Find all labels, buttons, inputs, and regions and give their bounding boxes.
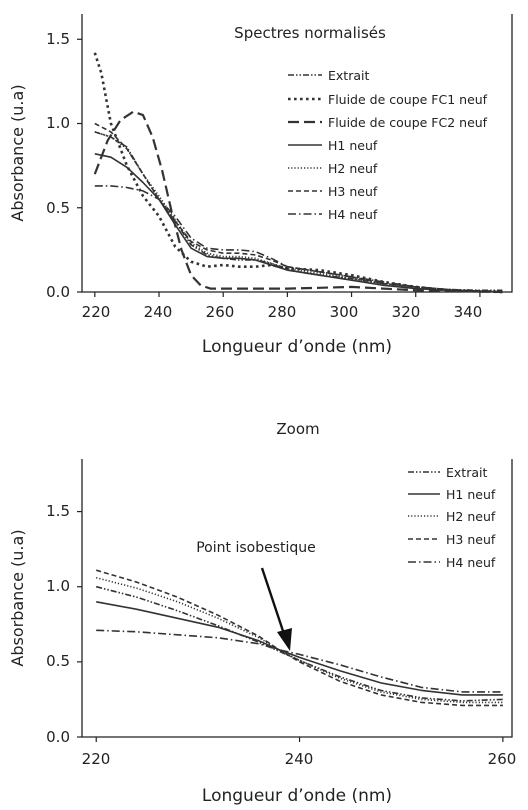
x-tick-label: 220 — [82, 750, 111, 768]
y-tick-label: 0.0 — [46, 283, 70, 301]
y-tick-label: 1.0 — [46, 577, 70, 595]
y-tick-label: 0.0 — [46, 728, 70, 746]
legend-label-fc1: Fluide de coupe FC1 neuf — [328, 92, 488, 107]
legend-label-h2: H2 neuf — [328, 161, 378, 176]
legend-label-h4: H4 neuf — [446, 555, 496, 570]
chart-title: Zoom — [276, 420, 319, 438]
legend-label-fc2: Fluide de coupe FC2 neuf — [328, 115, 488, 130]
legend: Extrait Fluide de coupe FC1 neuf Fluide … — [288, 68, 488, 222]
series-line-extrait — [94, 131, 503, 292]
legend-label-h2: H2 neuf — [446, 509, 496, 524]
chart-zoom: Zoom 0.0 0.5 1.0 1.5 220 240 260 Longueu… — [8, 420, 516, 806]
x-axis-label: Longueur d’onde (nm) — [202, 786, 392, 806]
series-layer — [93, 52, 503, 294]
y-tick-label: 1.5 — [46, 30, 70, 48]
y-tick-label: 0.5 — [46, 652, 70, 670]
x-tick-label: 300 — [330, 303, 359, 321]
legend-label-h1: H1 neuf — [328, 138, 378, 153]
series-line-extrait — [96, 585, 503, 702]
series-line-h3-neuf — [95, 569, 503, 707]
series-line-h1-neuf — [96, 601, 503, 696]
plot-frame — [81, 14, 513, 293]
series-line-h2-neuf — [96, 576, 503, 704]
x-tick-label: 240 — [144, 303, 173, 321]
series-line-h4-neuf — [94, 185, 503, 293]
x-tick-label: 260 — [206, 303, 235, 321]
legend-label-h3: H3 neuf — [446, 532, 496, 547]
legend-label-extrait: Extrait — [446, 465, 487, 480]
legend: Extrait H1 neuf H2 neuf H3 neuf H4 neuf — [408, 465, 496, 570]
x-axis-label: Longueur d’onde (nm) — [202, 337, 392, 357]
series-layer — [95, 569, 503, 707]
x-tick-label: 260 — [488, 750, 517, 768]
legend-label-extrait: Extrait — [328, 68, 369, 83]
axis-ticks — [77, 38, 481, 297]
y-axis-label: Absorbance (u.a) — [8, 84, 27, 221]
chart-spectres-normalises: Spectres normalisés 0.0 0.5 1.0 1.5 220 … — [8, 14, 513, 357]
y-tick-label: 1.0 — [46, 114, 70, 132]
legend-label-h3: H3 neuf — [328, 184, 378, 199]
series-line-h1-neuf — [94, 153, 503, 293]
x-tick-label: 240 — [285, 750, 314, 768]
y-tick-label: 1.5 — [46, 502, 70, 520]
chart-title: Spectres normalisés — [234, 24, 386, 42]
y-axis-label: Absorbance (u.a) — [8, 529, 27, 666]
axis-ticks — [77, 510, 504, 742]
x-tick-label: 280 — [268, 303, 297, 321]
y-tick-label: 0.5 — [46, 199, 70, 217]
annotation-arrow — [260, 567, 292, 651]
annotation-text: Point isobestique — [196, 540, 316, 556]
legend-label-h1: H1 neuf — [446, 487, 496, 502]
series-line-h4-neuf — [96, 629, 503, 693]
series-line-fluide-de-coupe-fc2-neuf — [93, 110, 503, 294]
plot-frame — [81, 459, 513, 738]
x-tick-label: 220 — [82, 303, 111, 321]
series-line-fluide-de-coupe-fc1-neuf — [93, 52, 503, 294]
x-tick-label: 340 — [454, 303, 483, 321]
x-tick-label: 320 — [392, 303, 421, 321]
legend-label-h4: H4 neuf — [328, 207, 378, 222]
